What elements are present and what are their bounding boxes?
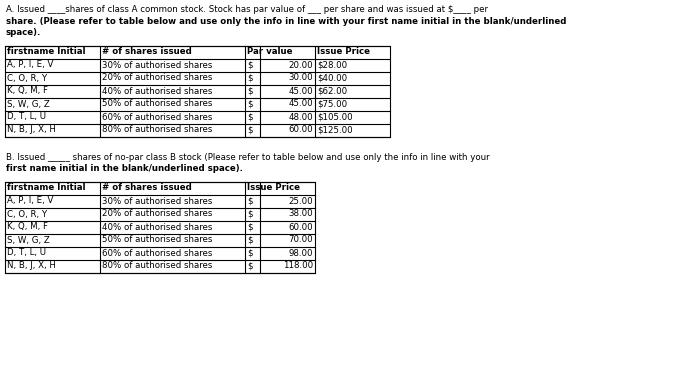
Text: $: $ xyxy=(247,113,252,121)
Text: space).: space). xyxy=(6,28,41,37)
Text: 30% of authorised shares: 30% of authorised shares xyxy=(102,196,212,206)
Text: 45.00: 45.00 xyxy=(289,87,313,95)
Text: 40% of authorised shares: 40% of authorised shares xyxy=(102,87,212,95)
Text: K, Q, M, F: K, Q, M, F xyxy=(7,223,48,231)
Text: C, O, R, Y: C, O, R, Y xyxy=(7,210,47,218)
Text: $: $ xyxy=(247,100,252,108)
Text: share. (Please refer to table below and use only the info in line with your firs: share. (Please refer to table below and … xyxy=(6,16,566,26)
Text: 20% of authorised shares: 20% of authorised shares xyxy=(102,210,212,218)
Text: $: $ xyxy=(247,87,252,95)
Text: 70.00: 70.00 xyxy=(289,236,313,244)
Text: 38.00: 38.00 xyxy=(289,210,313,218)
Text: $: $ xyxy=(247,249,252,257)
Text: A, P, I, E, V: A, P, I, E, V xyxy=(7,61,53,69)
Text: 48.00: 48.00 xyxy=(289,113,313,121)
Text: 25.00: 25.00 xyxy=(289,196,313,206)
Text: first name initial in the blank/underlined space).: first name initial in the blank/underlin… xyxy=(6,164,243,173)
Text: 30.00: 30.00 xyxy=(289,74,313,82)
Text: 45.00: 45.00 xyxy=(289,100,313,108)
Text: $: $ xyxy=(247,223,252,231)
Text: 50% of authorised shares: 50% of authorised shares xyxy=(102,100,212,108)
Text: D, T, L, U: D, T, L, U xyxy=(7,249,46,257)
Bar xyxy=(5,46,390,136)
Text: 98.00: 98.00 xyxy=(289,249,313,257)
Text: N, B, J, X, H: N, B, J, X, H xyxy=(7,262,56,270)
Text: 60.00: 60.00 xyxy=(289,223,313,231)
Text: $28.00: $28.00 xyxy=(317,61,347,69)
Text: firstname Initial: firstname Initial xyxy=(7,47,85,57)
Text: 30% of authorised shares: 30% of authorised shares xyxy=(102,61,212,69)
Text: A, P, I, E, V: A, P, I, E, V xyxy=(7,196,53,206)
Text: $: $ xyxy=(247,210,252,218)
Text: 20.00: 20.00 xyxy=(289,61,313,69)
Text: $: $ xyxy=(247,126,252,134)
Text: 80% of authorised shares: 80% of authorised shares xyxy=(102,262,212,270)
Text: S, W, G, Z: S, W, G, Z xyxy=(7,100,50,108)
Text: Issue Price: Issue Price xyxy=(247,183,300,193)
Text: C, O, R, Y: C, O, R, Y xyxy=(7,74,47,82)
Text: A. Issued ____shares of class A common stock. Stock has par value of ___ per sha: A. Issued ____shares of class A common s… xyxy=(6,5,488,14)
Text: 40% of authorised shares: 40% of authorised shares xyxy=(102,223,212,231)
Text: $125.00: $125.00 xyxy=(317,126,352,134)
Text: 118.00: 118.00 xyxy=(283,262,313,270)
Text: Issue Price: Issue Price xyxy=(317,47,370,57)
Text: 50% of authorised shares: 50% of authorised shares xyxy=(102,236,212,244)
Text: K, Q, M, F: K, Q, M, F xyxy=(7,87,48,95)
Text: # of shares issued: # of shares issued xyxy=(102,183,192,193)
Text: N, B, J, X, H: N, B, J, X, H xyxy=(7,126,56,134)
Text: $105.00: $105.00 xyxy=(317,113,352,121)
Text: D, T, L, U: D, T, L, U xyxy=(7,113,46,121)
Text: $40.00: $40.00 xyxy=(317,74,347,82)
Bar xyxy=(5,182,315,272)
Text: 20% of authorised shares: 20% of authorised shares xyxy=(102,74,212,82)
Text: B. Issued _____ shares of no-par class B stock (Please refer to table below and : B. Issued _____ shares of no-par class B… xyxy=(6,152,489,162)
Text: $: $ xyxy=(247,74,252,82)
Text: $: $ xyxy=(247,236,252,244)
Text: $62.00: $62.00 xyxy=(317,87,347,95)
Text: Par value: Par value xyxy=(247,47,292,57)
Text: $: $ xyxy=(247,196,252,206)
Text: 60.00: 60.00 xyxy=(289,126,313,134)
Text: firstname Initial: firstname Initial xyxy=(7,183,85,193)
Text: # of shares issued: # of shares issued xyxy=(102,47,192,57)
Text: $: $ xyxy=(247,262,252,270)
Text: 80% of authorised shares: 80% of authorised shares xyxy=(102,126,212,134)
Text: S, W, G, Z: S, W, G, Z xyxy=(7,236,50,244)
Text: $: $ xyxy=(247,61,252,69)
Text: $75.00: $75.00 xyxy=(317,100,347,108)
Text: 60% of authorised shares: 60% of authorised shares xyxy=(102,113,212,121)
Text: 60% of authorised shares: 60% of authorised shares xyxy=(102,249,212,257)
